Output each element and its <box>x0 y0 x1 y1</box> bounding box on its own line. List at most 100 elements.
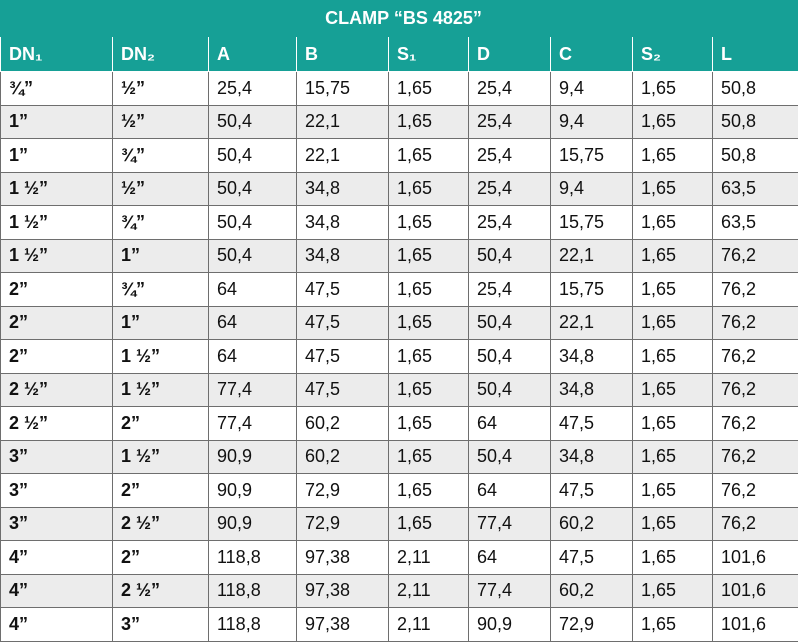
table-cell: 77,4 <box>468 506 551 542</box>
header-cell: C <box>550 36 633 72</box>
table-cell: 1,65 <box>632 540 713 575</box>
table-cell: 2 ½” <box>112 573 209 609</box>
table-cell: 60,2 <box>296 439 389 475</box>
header-cell: DN₂ <box>112 36 209 72</box>
table-cell: 15,75 <box>296 71 389 106</box>
table-cell: 3” <box>0 506 113 542</box>
table-cell: 50,4 <box>208 171 297 207</box>
table-cell: 22,1 <box>296 138 389 173</box>
table-row: 4” 2” 118,8 97,38 2,11 64 47,5 1,65 101,6 <box>0 540 798 575</box>
table-cell: 25,4 <box>468 71 551 106</box>
table-cell: ¾” <box>112 272 209 307</box>
table-cell: 1,65 <box>388 272 469 307</box>
table-cell: 64 <box>208 339 297 374</box>
header-cell: B <box>296 36 389 72</box>
table-cell: 97,38 <box>296 607 389 642</box>
table-cell: ¾” <box>112 138 209 173</box>
table-cell: 34,8 <box>550 339 633 374</box>
table-cell: 4” <box>0 607 113 642</box>
table-cell: 2” <box>0 339 113 374</box>
table-cell: 50,8 <box>711 71 798 106</box>
table-row: ¾” ½” 25,4 15,75 1,65 25,4 9,4 1,65 50,8 <box>0 71 798 106</box>
header-cell: D <box>468 36 551 72</box>
table-cell: 97,38 <box>296 540 389 575</box>
header-cell: A <box>208 36 297 72</box>
table-cell: 64 <box>468 473 551 508</box>
table-cell: 25,4 <box>468 272 551 307</box>
table-cell: 50,4 <box>208 104 297 140</box>
table-cell: 1,65 <box>632 138 713 173</box>
table-row: 1 ½” ¾” 50,4 34,8 1,65 25,4 15,75 1,65 63,5 <box>0 205 798 240</box>
table-cell: 25,4 <box>468 171 551 207</box>
table-cell: 47,5 <box>550 540 633 575</box>
table-cell: 76,2 <box>711 506 798 542</box>
table-row: 1 ½” ½” 50,4 34,8 1,65 25,4 9,4 1,65 63,5 <box>0 171 798 207</box>
table-cell: 50,4 <box>208 238 297 274</box>
table-cell: 1,65 <box>632 439 713 475</box>
table-cell: 72,9 <box>296 506 389 542</box>
table-cell: 1” <box>0 138 113 173</box>
table-cell: 50,4 <box>468 238 551 274</box>
table-cell: 15,75 <box>550 272 633 307</box>
table-cell: 1,65 <box>388 506 469 542</box>
table-cell: 1,65 <box>632 406 713 441</box>
table-cell: 64 <box>208 305 297 341</box>
table-cell: 1” <box>112 305 209 341</box>
table-cell: 63,5 <box>711 171 798 207</box>
table-cell: 1 ½” <box>112 339 209 374</box>
table-cell: 1 ½” <box>0 171 113 207</box>
table-cell: 1,65 <box>632 272 713 307</box>
table-row: 2” ¾” 64 47,5 1,65 25,4 15,75 1,65 76,2 <box>0 272 798 307</box>
table-row: 2 ½” 2” 77,4 60,2 1,65 64 47,5 1,65 76,2 <box>0 406 798 441</box>
table-cell: 50,4 <box>468 339 551 374</box>
table-cell: 1” <box>112 238 209 274</box>
table-cell: 1,65 <box>388 372 469 408</box>
table-cell: 72,9 <box>296 473 389 508</box>
table-row: 3” 2 ½” 90,9 72,9 1,65 77,4 60,2 1,65 76,2 <box>0 506 798 542</box>
table-cell: 1,65 <box>388 305 469 341</box>
table-cell: 1,65 <box>632 104 713 140</box>
table-row: 3” 2” 90,9 72,9 1,65 64 47,5 1,65 76,2 <box>0 473 798 508</box>
table-cell: 1,65 <box>632 473 713 508</box>
table-row: 1” ½” 50,4 22,1 1,65 25,4 9,4 1,65 50,8 <box>0 104 798 140</box>
table-cell: 1,65 <box>388 406 469 441</box>
table-cell: 64 <box>468 540 551 575</box>
table-cell: 90,9 <box>208 439 297 475</box>
table-cell: 76,2 <box>711 272 798 307</box>
table-cell: 22,1 <box>296 104 389 140</box>
table-cell: 47,5 <box>550 406 633 441</box>
table-row: 1 ½” 1” 50,4 34,8 1,65 50,4 22,1 1,65 76,2 <box>0 238 798 274</box>
table-cell: 63,5 <box>711 205 798 240</box>
table-cell: ¾” <box>112 205 209 240</box>
table-cell: 60,2 <box>296 406 389 441</box>
table-cell: 25,4 <box>468 138 551 173</box>
table-cell: 9,4 <box>550 71 633 106</box>
table-cell: 1 ½” <box>112 372 209 408</box>
table-cell: 2” <box>0 305 113 341</box>
table-cell: 3” <box>0 473 113 508</box>
table-cell: 47,5 <box>296 272 389 307</box>
header-cell: S₂ <box>632 36 713 72</box>
table-cell: 101,6 <box>711 540 798 575</box>
table-cell: 2 ½” <box>0 372 113 408</box>
table-row: 2” 1 ½” 64 47,5 1,65 50,4 34,8 1,65 76,2 <box>0 339 798 374</box>
table-cell: 2” <box>112 473 209 508</box>
table-cell: 97,38 <box>296 573 389 609</box>
table-cell: 72,9 <box>550 607 633 642</box>
header-cell: S₁ <box>388 36 469 72</box>
table-cell: 2 ½” <box>112 506 209 542</box>
table-cell: 2,11 <box>388 607 469 642</box>
table-cell: 9,4 <box>550 104 633 140</box>
table-cell: 2,11 <box>388 540 469 575</box>
table-cell: 1,65 <box>632 372 713 408</box>
table-cell: 1,65 <box>388 171 469 207</box>
table-cell: 90,9 <box>208 473 297 508</box>
table-cell: 15,75 <box>550 205 633 240</box>
table-cell: 77,4 <box>208 372 297 408</box>
table-cell: 34,8 <box>550 372 633 408</box>
table-cell: 60,2 <box>550 506 633 542</box>
table-cell: 2” <box>112 540 209 575</box>
table-cell: 50,4 <box>208 205 297 240</box>
